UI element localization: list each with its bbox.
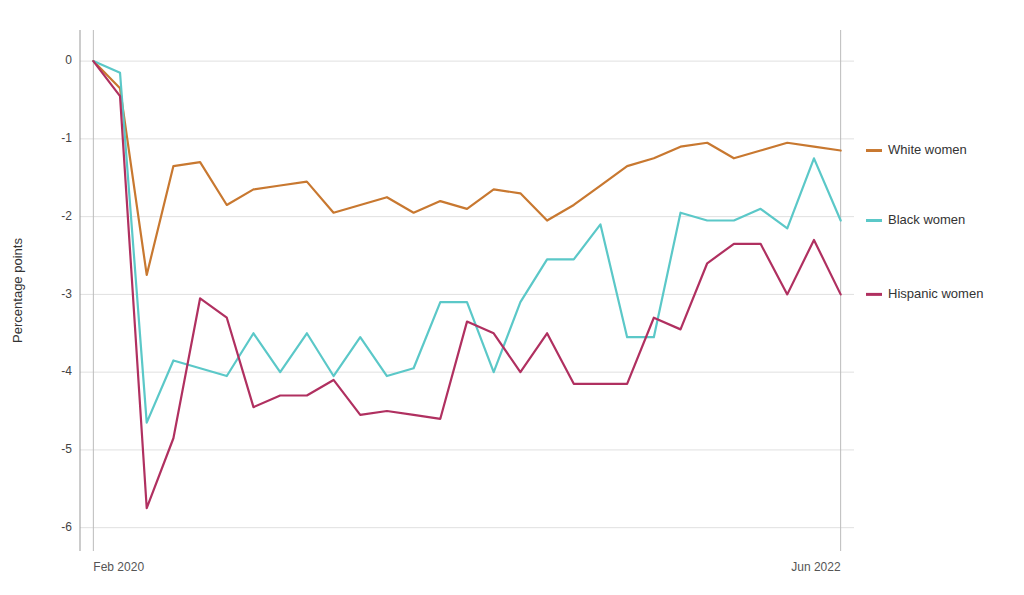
y-axis-label: Percentage points bbox=[10, 238, 25, 343]
y-tick-label: -6 bbox=[61, 520, 72, 534]
series-line bbox=[93, 61, 840, 275]
category-label: Jun 2022 bbox=[791, 560, 841, 574]
lines bbox=[93, 61, 840, 508]
legend: White women Black women Hispanic women bbox=[866, 142, 983, 301]
chart: 0 -1 -2 -3 -4 -5 -6 Percentage points Feb 2020 Ju… bbox=[0, 0, 1024, 595]
grid-line bbox=[80, 294, 854, 295]
grid-line bbox=[80, 61, 854, 62]
grid bbox=[80, 61, 854, 528]
legend-swatch bbox=[866, 149, 882, 152]
y-tick-label: -2 bbox=[61, 209, 72, 223]
reference-line bbox=[93, 30, 94, 551]
grid-line bbox=[80, 138, 854, 139]
legend-label: White women bbox=[888, 142, 967, 157]
grid-line bbox=[80, 372, 854, 373]
series-line bbox=[93, 61, 840, 508]
legend-swatch bbox=[866, 293, 882, 296]
legend-label: Hispanic women bbox=[888, 286, 983, 301]
category-label: Feb 2020 bbox=[93, 560, 144, 574]
y-tick-label: -3 bbox=[61, 287, 72, 301]
legend-swatch bbox=[866, 219, 882, 222]
chart-container: 0 -1 -2 -3 -4 -5 -6 Percentage points Feb 2020 Ju… bbox=[0, 0, 1024, 595]
legend-label: Black women bbox=[888, 212, 965, 227]
y-tick-label: -4 bbox=[61, 364, 72, 378]
reference-line bbox=[840, 30, 841, 551]
grid-line bbox=[80, 527, 854, 528]
grid-line bbox=[80, 449, 854, 450]
category-labels: Feb 2020 Jun 2022 bbox=[93, 560, 841, 574]
y-tick-labels: 0 -1 -2 -3 -4 -5 -6 bbox=[61, 53, 72, 534]
series-line bbox=[93, 61, 840, 423]
y-tick-label: -5 bbox=[61, 442, 72, 456]
y-axis-line bbox=[80, 30, 81, 551]
y-tick-label: 0 bbox=[65, 53, 72, 67]
y-tick-label: -1 bbox=[61, 131, 72, 145]
grid-line bbox=[80, 216, 854, 217]
